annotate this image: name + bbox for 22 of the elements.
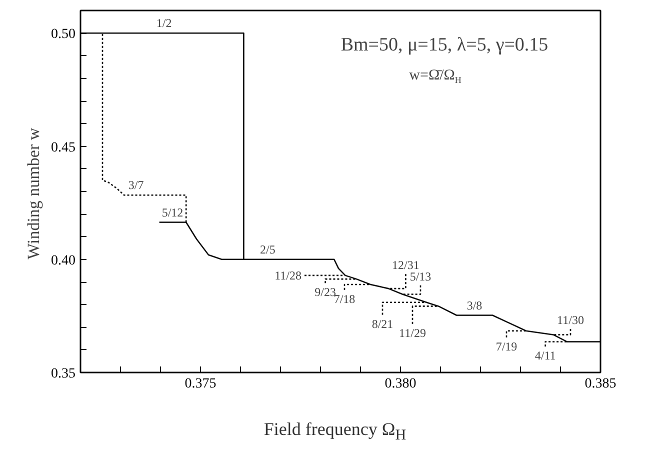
annotation: 1/2 [156,16,172,30]
annotation: 3/7 [128,178,144,192]
y-axis-title: Winding number w [24,127,43,260]
annotation: Bm=50, μ=15, λ=5, γ=0.15 [340,34,548,56]
annotation: 11/28 [274,268,302,282]
annotation: 8/21 [372,316,394,331]
annotation: 5/12 [162,205,184,220]
x-tick-label: 0.385 [584,376,616,392]
x-tick-label: 0.375 [184,376,216,392]
annotation: 9/23 [314,285,336,300]
x-axis-title: Field frequency Ω$_{H}$ [264,418,406,446]
annotation: 11/29 [399,326,426,340]
annotation: 7/19 [496,339,518,354]
y-tick-label: 0.35 [51,366,76,382]
y-tick-label: 0.50 [51,27,76,42]
annotation: 11/30 [557,313,584,328]
annotation: 2/5 [260,242,276,256]
y-tick-label: 0.45 [51,140,76,156]
annotation: 4/11 [534,348,556,362]
annotation: 3/8 [466,298,482,312]
x-tick-label: 0.380 [384,376,416,392]
y-tick-label: 0.40 [51,253,76,268]
